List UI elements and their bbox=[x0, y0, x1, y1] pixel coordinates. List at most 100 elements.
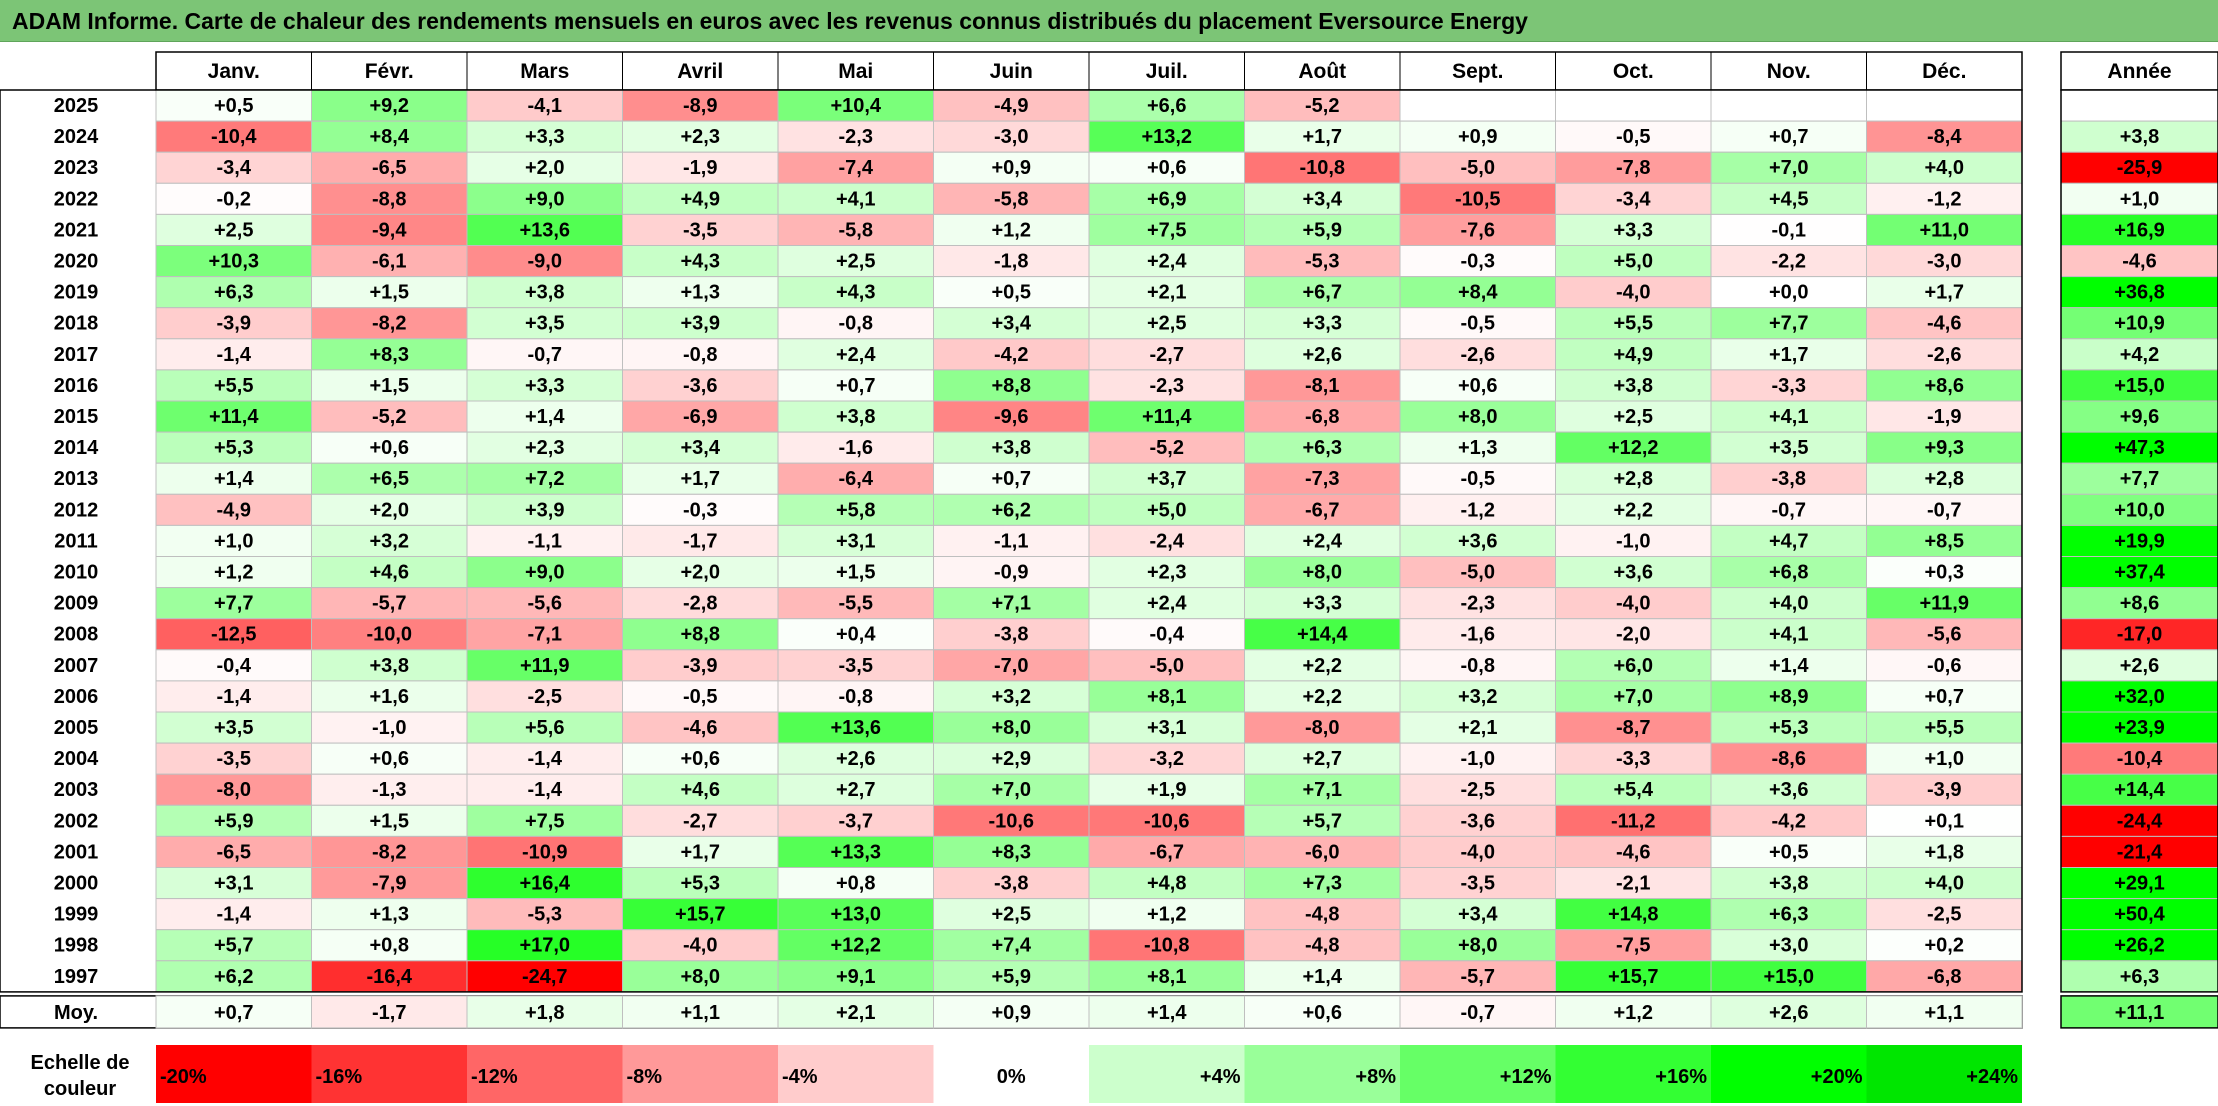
cell-value: -6,8 bbox=[1927, 966, 1961, 988]
cell-value: +5,0 bbox=[1147, 499, 1186, 521]
cell-value: +8,0 bbox=[1303, 562, 1342, 584]
average-cell bbox=[466, 995, 623, 1029]
heatmap-cell bbox=[1399, 213, 1556, 246]
heatmap-cell bbox=[1710, 524, 1867, 558]
cell-value: +2,0 bbox=[370, 499, 409, 521]
scale-swatch bbox=[1866, 1045, 2022, 1103]
annual-cell bbox=[2060, 524, 2218, 558]
heatmap-cell bbox=[777, 835, 934, 869]
heatmap-cell bbox=[1244, 680, 1401, 713]
cell-value: +6,3 bbox=[214, 282, 253, 304]
cell-value: -3,9 bbox=[683, 655, 717, 677]
cell-value: -2,3 bbox=[1461, 593, 1495, 615]
cell-value: +0,8 bbox=[836, 873, 875, 895]
month-header: Janv. bbox=[208, 60, 260, 83]
cell-value: +3,6 bbox=[1769, 779, 1808, 801]
annual-cell bbox=[2060, 618, 2218, 651]
heatmap-cell bbox=[1866, 524, 2023, 558]
average-annual-value: +11,1 bbox=[2115, 1002, 2165, 1024]
cell-value: +8,1 bbox=[1147, 966, 1186, 988]
cell-value: +3,6 bbox=[1614, 562, 1653, 584]
cell-value: +1,2 bbox=[992, 219, 1031, 241]
heatmap-cell bbox=[466, 182, 623, 215]
annual-header-cell bbox=[2060, 51, 2218, 91]
cell-value: +3,3 bbox=[525, 375, 564, 397]
average-value: +0,9 bbox=[992, 1002, 1031, 1024]
heatmap-cell bbox=[1088, 120, 1245, 153]
heatmap-cell bbox=[466, 680, 623, 713]
heatmap-cell bbox=[1088, 493, 1245, 526]
heatmap-cell bbox=[1088, 462, 1245, 495]
heatmap-cell bbox=[622, 711, 779, 744]
cell-value: +5,6 bbox=[525, 717, 564, 739]
cell-value: +8,5 bbox=[1925, 530, 1964, 552]
heatmap-cell bbox=[777, 493, 934, 526]
heatmap-cell bbox=[777, 524, 934, 558]
average-cell bbox=[1710, 995, 1867, 1029]
year-label: 2003 bbox=[54, 779, 99, 801]
annual-cell bbox=[2060, 213, 2218, 246]
heatmap-cell bbox=[1710, 960, 1867, 993]
average-value: +1,1 bbox=[681, 1002, 720, 1024]
cell-value: +14,8 bbox=[1608, 904, 1659, 926]
cell-value: +1,7 bbox=[681, 468, 720, 490]
cell-value: +1,7 bbox=[1303, 126, 1342, 148]
cell-value: +0,0 bbox=[1769, 282, 1808, 304]
heatmap-cell bbox=[1866, 618, 2023, 651]
scale-step-label: +4% bbox=[1200, 1066, 1241, 1088]
month-header: Févr. bbox=[365, 60, 414, 83]
heatmap-cell bbox=[1399, 742, 1556, 775]
cell-value: -12,5 bbox=[211, 624, 257, 646]
heatmap-cell bbox=[311, 960, 468, 993]
heatmap-cell bbox=[311, 89, 468, 122]
heatmap-cell bbox=[1555, 898, 1712, 931]
cell-value: -5,8 bbox=[839, 219, 873, 241]
annual-value: -17,0 bbox=[2117, 624, 2163, 646]
cell-value: +0,6 bbox=[370, 748, 409, 770]
grid-border bbox=[0, 89, 2023, 993]
heatmap-cell bbox=[1555, 587, 1712, 620]
heatmap-cell bbox=[1244, 89, 1401, 122]
heatmap-cell bbox=[466, 431, 623, 464]
cell-value: -0,7 bbox=[1927, 499, 1961, 521]
annual-value: +1,0 bbox=[2120, 188, 2159, 210]
cell-value: -2,3 bbox=[839, 126, 873, 148]
cell-value: -10,6 bbox=[1144, 810, 1190, 832]
annual-value: +16,9 bbox=[2114, 219, 2165, 241]
heatmap-cell bbox=[1555, 182, 1712, 215]
cell-value: +8,3 bbox=[370, 344, 409, 366]
cell-value: -3,5 bbox=[217, 748, 251, 770]
heatmap-cell bbox=[1088, 400, 1245, 433]
cell-value: +3,3 bbox=[1303, 313, 1342, 335]
cell-value: +5,9 bbox=[214, 810, 253, 832]
cell-value: -5,7 bbox=[372, 593, 406, 615]
cell-value: +0,2 bbox=[1925, 935, 1964, 957]
cell-value: +1,5 bbox=[370, 810, 409, 832]
cell-value: -16,4 bbox=[366, 966, 412, 988]
cell-value: -8,0 bbox=[1305, 717, 1339, 739]
annual-value: +10,9 bbox=[2114, 313, 2165, 335]
scale-step-label: -12% bbox=[471, 1066, 518, 1088]
heatmap-cell bbox=[1555, 493, 1712, 526]
cell-value: +1,9 bbox=[1147, 779, 1186, 801]
heatmap-cell bbox=[1244, 245, 1401, 278]
heatmap-cell bbox=[466, 804, 623, 837]
cell-value: +1,4 bbox=[525, 406, 565, 428]
annual-cell bbox=[2060, 89, 2218, 122]
scale-swatch bbox=[1555, 1045, 1711, 1103]
scale-swatch bbox=[1711, 1045, 1867, 1103]
cell-value: +5,7 bbox=[1303, 810, 1342, 832]
heatmap-cell bbox=[311, 618, 468, 651]
heatmap-cell bbox=[155, 493, 312, 526]
cell-value: +0,9 bbox=[1458, 126, 1497, 148]
cell-value: -7,8 bbox=[1616, 157, 1650, 179]
cell-value: +5,9 bbox=[1303, 219, 1342, 241]
annual-value: -4,6 bbox=[2122, 251, 2156, 273]
heatmap-cell bbox=[777, 556, 934, 589]
cell-value: +13,0 bbox=[830, 904, 881, 926]
annual-value: +4,2 bbox=[2120, 344, 2159, 366]
heatmap-cell bbox=[155, 680, 312, 713]
cell-value: -4,6 bbox=[683, 717, 717, 739]
heatmap-cell bbox=[1399, 587, 1556, 620]
annual-cell bbox=[2060, 493, 2218, 526]
